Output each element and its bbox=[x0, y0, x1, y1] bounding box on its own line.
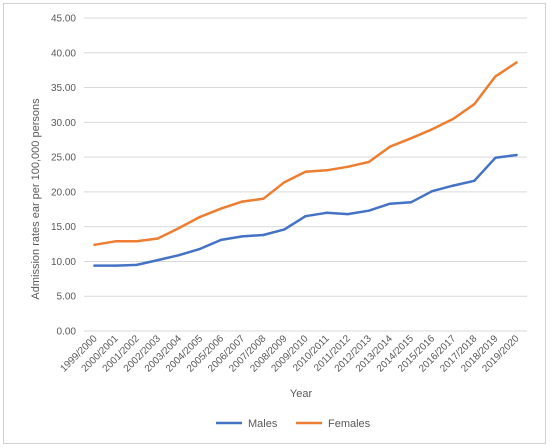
data-point bbox=[473, 103, 476, 106]
data-point bbox=[515, 61, 518, 64]
data-point bbox=[304, 170, 307, 173]
x-axis-ticks: 1999/20002000/20012001/20022002/20032003… bbox=[58, 333, 521, 375]
data-point bbox=[198, 215, 202, 219]
data-point bbox=[409, 201, 413, 204]
y-tick-label: 40.00 bbox=[51, 48, 76, 59]
data-point bbox=[325, 169, 328, 172]
data-point bbox=[409, 137, 413, 140]
data-point bbox=[219, 207, 223, 210]
x-axis-title: Year bbox=[290, 388, 313, 400]
data-point bbox=[93, 243, 96, 246]
data-point bbox=[346, 165, 349, 169]
data-point bbox=[135, 240, 138, 243]
data-point bbox=[177, 226, 181, 230]
data-point bbox=[177, 253, 181, 257]
legend-label-females: Females bbox=[328, 418, 371, 430]
data-point bbox=[241, 235, 244, 238]
data-point bbox=[283, 180, 286, 184]
gridlines bbox=[84, 17, 527, 332]
data-point bbox=[198, 247, 202, 251]
data-point bbox=[430, 128, 434, 131]
series-lines bbox=[93, 61, 518, 267]
data-point bbox=[515, 153, 518, 157]
y-tick-label: 10.00 bbox=[51, 257, 76, 268]
y-tick-label: 15.00 bbox=[51, 222, 76, 233]
data-point bbox=[388, 145, 392, 148]
chart-area: 0.00 5.00 10.00 15.00 20.00 25.00 30.00 35.00 40… bbox=[3, 3, 546, 444]
y-tick-label: 30.00 bbox=[51, 118, 76, 129]
y-tick-label: 5.00 bbox=[57, 292, 77, 303]
data-point bbox=[135, 263, 138, 267]
data-point bbox=[430, 189, 434, 193]
data-point bbox=[367, 209, 370, 212]
line-chart: 0.00 5.00 10.00 15.00 20.00 25.00 30.00 35.00 40… bbox=[30, 14, 527, 430]
y-tick-label: 25.00 bbox=[51, 153, 76, 164]
data-point bbox=[451, 117, 455, 121]
data-point bbox=[262, 197, 265, 201]
data-point bbox=[262, 233, 265, 237]
data-point bbox=[114, 240, 117, 243]
data-point bbox=[219, 238, 223, 242]
y-tick-label: 45.00 bbox=[51, 14, 76, 25]
data-point bbox=[114, 264, 117, 267]
y-tick-label: 0.00 bbox=[57, 327, 77, 338]
legend: Males Females bbox=[216, 418, 371, 430]
data-point bbox=[367, 160, 370, 164]
data-point bbox=[304, 215, 307, 218]
data-point bbox=[93, 264, 96, 267]
data-point bbox=[346, 212, 349, 216]
data-point bbox=[283, 228, 286, 231]
legend-label-males: Males bbox=[248, 418, 278, 430]
data-point bbox=[241, 200, 244, 203]
y-axis-title: Admission rates ear per 100,000 persons bbox=[30, 98, 42, 300]
y-axis-ticks: 0.00 5.00 10.00 15.00 20.00 25.00 30.00 35.00 40… bbox=[51, 14, 76, 338]
y-tick-label: 20.00 bbox=[51, 187, 76, 198]
data-point bbox=[473, 179, 476, 182]
data-point bbox=[494, 156, 497, 160]
data-point bbox=[451, 184, 455, 187]
data-point bbox=[156, 258, 160, 262]
data-point bbox=[156, 237, 160, 240]
data-point bbox=[494, 75, 497, 78]
data-point bbox=[325, 211, 328, 214]
data-point bbox=[388, 202, 392, 205]
y-tick-label: 35.00 bbox=[51, 83, 76, 94]
